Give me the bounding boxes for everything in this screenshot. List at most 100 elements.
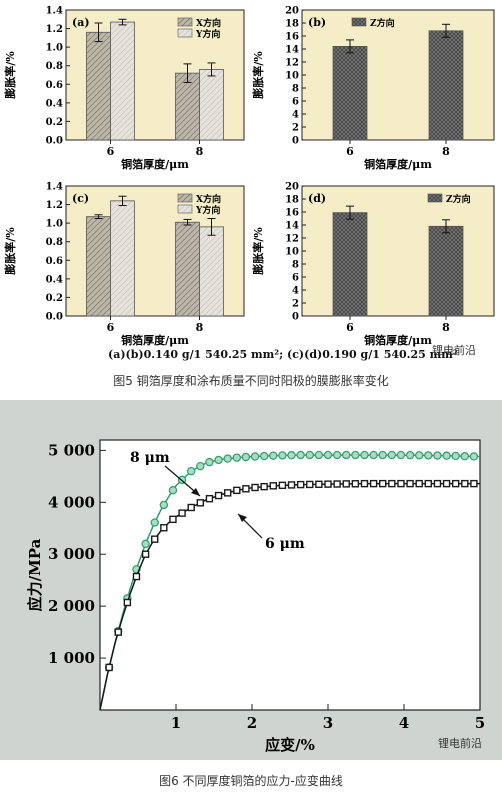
data-point <box>369 479 378 488</box>
y-tick-label: 6 <box>292 97 299 108</box>
data-point <box>269 482 277 490</box>
y-tick-label: 14 <box>285 221 299 232</box>
y-tick-label: 3 000 <box>48 545 95 563</box>
x-tick-label: 8 <box>196 321 204 334</box>
bar <box>332 46 368 141</box>
data-point <box>196 499 205 507</box>
data-point <box>114 628 122 636</box>
bar <box>175 221 200 317</box>
y-tick-label: 0.6 <box>46 80 63 91</box>
watermark-text: 锂电前沿 <box>432 344 476 357</box>
figure6-caption: 图6 不同厚度铜箔的应力-应变曲线 <box>159 774 343 788</box>
x-axis-label: 铜箔厚度/μm <box>120 333 189 347</box>
y-tick-label: 1 000 <box>48 649 95 667</box>
data-point <box>324 480 332 488</box>
x-tick-label: 6 <box>346 145 354 158</box>
data-point <box>160 524 168 532</box>
y-tick-label: 20 <box>285 182 299 193</box>
data-point <box>214 455 223 465</box>
data-point <box>141 539 150 549</box>
data-point <box>433 451 442 460</box>
y-tick-label: 0.4 <box>46 274 63 285</box>
y-tick-label: 2 <box>292 299 299 310</box>
y-axis-label: 膨胀率/% <box>3 51 17 100</box>
y-tick-label: 12 <box>285 58 299 69</box>
y-tick-label: 0.8 <box>46 237 63 248</box>
data-point <box>470 479 478 488</box>
data-point <box>278 481 287 490</box>
data-point <box>141 550 150 558</box>
y-axis-label: 膨胀率/% <box>251 227 265 276</box>
data-point <box>360 450 369 460</box>
data-point <box>241 452 251 462</box>
plot-area <box>301 9 495 141</box>
data-point <box>186 466 196 476</box>
y-tick-label: 8 <box>292 260 299 271</box>
bar <box>428 30 464 141</box>
y-axis-label: 应力/MPa <box>26 538 44 611</box>
data-point <box>424 479 433 488</box>
panel-label: (c) <box>72 192 89 205</box>
chart-panel-b: 0 2 4 6 8 10 12 14 16 18 20 膨胀率/% (b) 6 8 铜箔厚度/μm Z方向 <box>251 6 495 171</box>
x-tick-label: 5 <box>475 714 485 732</box>
data-point <box>469 452 479 461</box>
data-point <box>259 451 269 461</box>
data-point <box>105 663 113 672</box>
data-point <box>205 494 214 503</box>
x-tick-label: 3 <box>323 714 333 732</box>
panel-label: (b) <box>308 16 326 29</box>
bar <box>110 200 135 317</box>
y-tick-label: 0.4 <box>46 98 63 109</box>
x-tick-label: 6 <box>107 321 115 334</box>
x-tick-label: 8 <box>442 321 450 334</box>
data-point <box>287 481 296 489</box>
data-point <box>205 457 214 467</box>
data-point <box>388 479 396 488</box>
data-point <box>406 479 414 488</box>
data-point <box>242 485 250 493</box>
x-axis-label: 铜箔厚度/μm <box>363 333 432 347</box>
y-tick-label: 4 <box>292 286 299 297</box>
legend-label: X方向 <box>196 193 221 205</box>
data-point <box>351 450 360 460</box>
legend-swatch <box>351 17 367 27</box>
data-point <box>424 451 433 460</box>
x-tick-label: 6 <box>346 321 354 334</box>
data-point <box>214 491 223 500</box>
data-point <box>442 479 451 488</box>
data-point <box>269 451 278 460</box>
data-point <box>278 451 287 460</box>
y-tick-label: 18 <box>285 195 299 206</box>
y-axis-label: 膨胀率/% <box>251 51 265 100</box>
y-tick-label: 10 <box>285 71 299 82</box>
data-point <box>342 480 350 488</box>
bar <box>175 72 200 141</box>
data-point <box>315 480 323 488</box>
series-label-6um: 6 μm <box>265 536 305 552</box>
data-point <box>223 489 232 497</box>
legend-swatch <box>427 193 443 203</box>
y-tick-label: 0.0 <box>46 312 63 323</box>
y-tick-label: 20 <box>285 6 299 17</box>
data-point <box>460 452 469 461</box>
data-point <box>396 450 406 460</box>
y-tick-label: 4 000 <box>48 493 95 511</box>
data-point <box>168 486 178 495</box>
y-axis-label: 膨胀率/% <box>3 227 17 276</box>
data-point <box>232 453 241 462</box>
bar <box>332 212 368 317</box>
condition-note: (a)(b)0.140 g/1 540.25 mm²; (c)(d)0.190 … <box>108 348 458 361</box>
data-point <box>351 480 360 488</box>
data-point <box>378 450 387 460</box>
y-tick-label: 1.0 <box>46 43 63 54</box>
y-tick-label: 18 <box>285 19 299 30</box>
stress-strain-chart: 1 000 2 000 3 000 4 000 5 000 1 2 3 4 5 应变/% 应力/MPa… <box>0 400 502 760</box>
data-point <box>415 451 424 460</box>
bar <box>199 69 224 141</box>
chart-panel-c: 0.0 0.2 0.4 0.6 0.8 1.0 1.2 1.4 膨胀率/% (c) 6 8 铜箔厚度/μ… <box>3 182 245 347</box>
y-tick-label: 1.4 <box>46 182 63 193</box>
y-tick-label: 5 000 <box>48 441 95 459</box>
data-point <box>287 450 296 460</box>
y-tick-label: 2 <box>292 123 299 134</box>
data-point <box>387 450 397 460</box>
